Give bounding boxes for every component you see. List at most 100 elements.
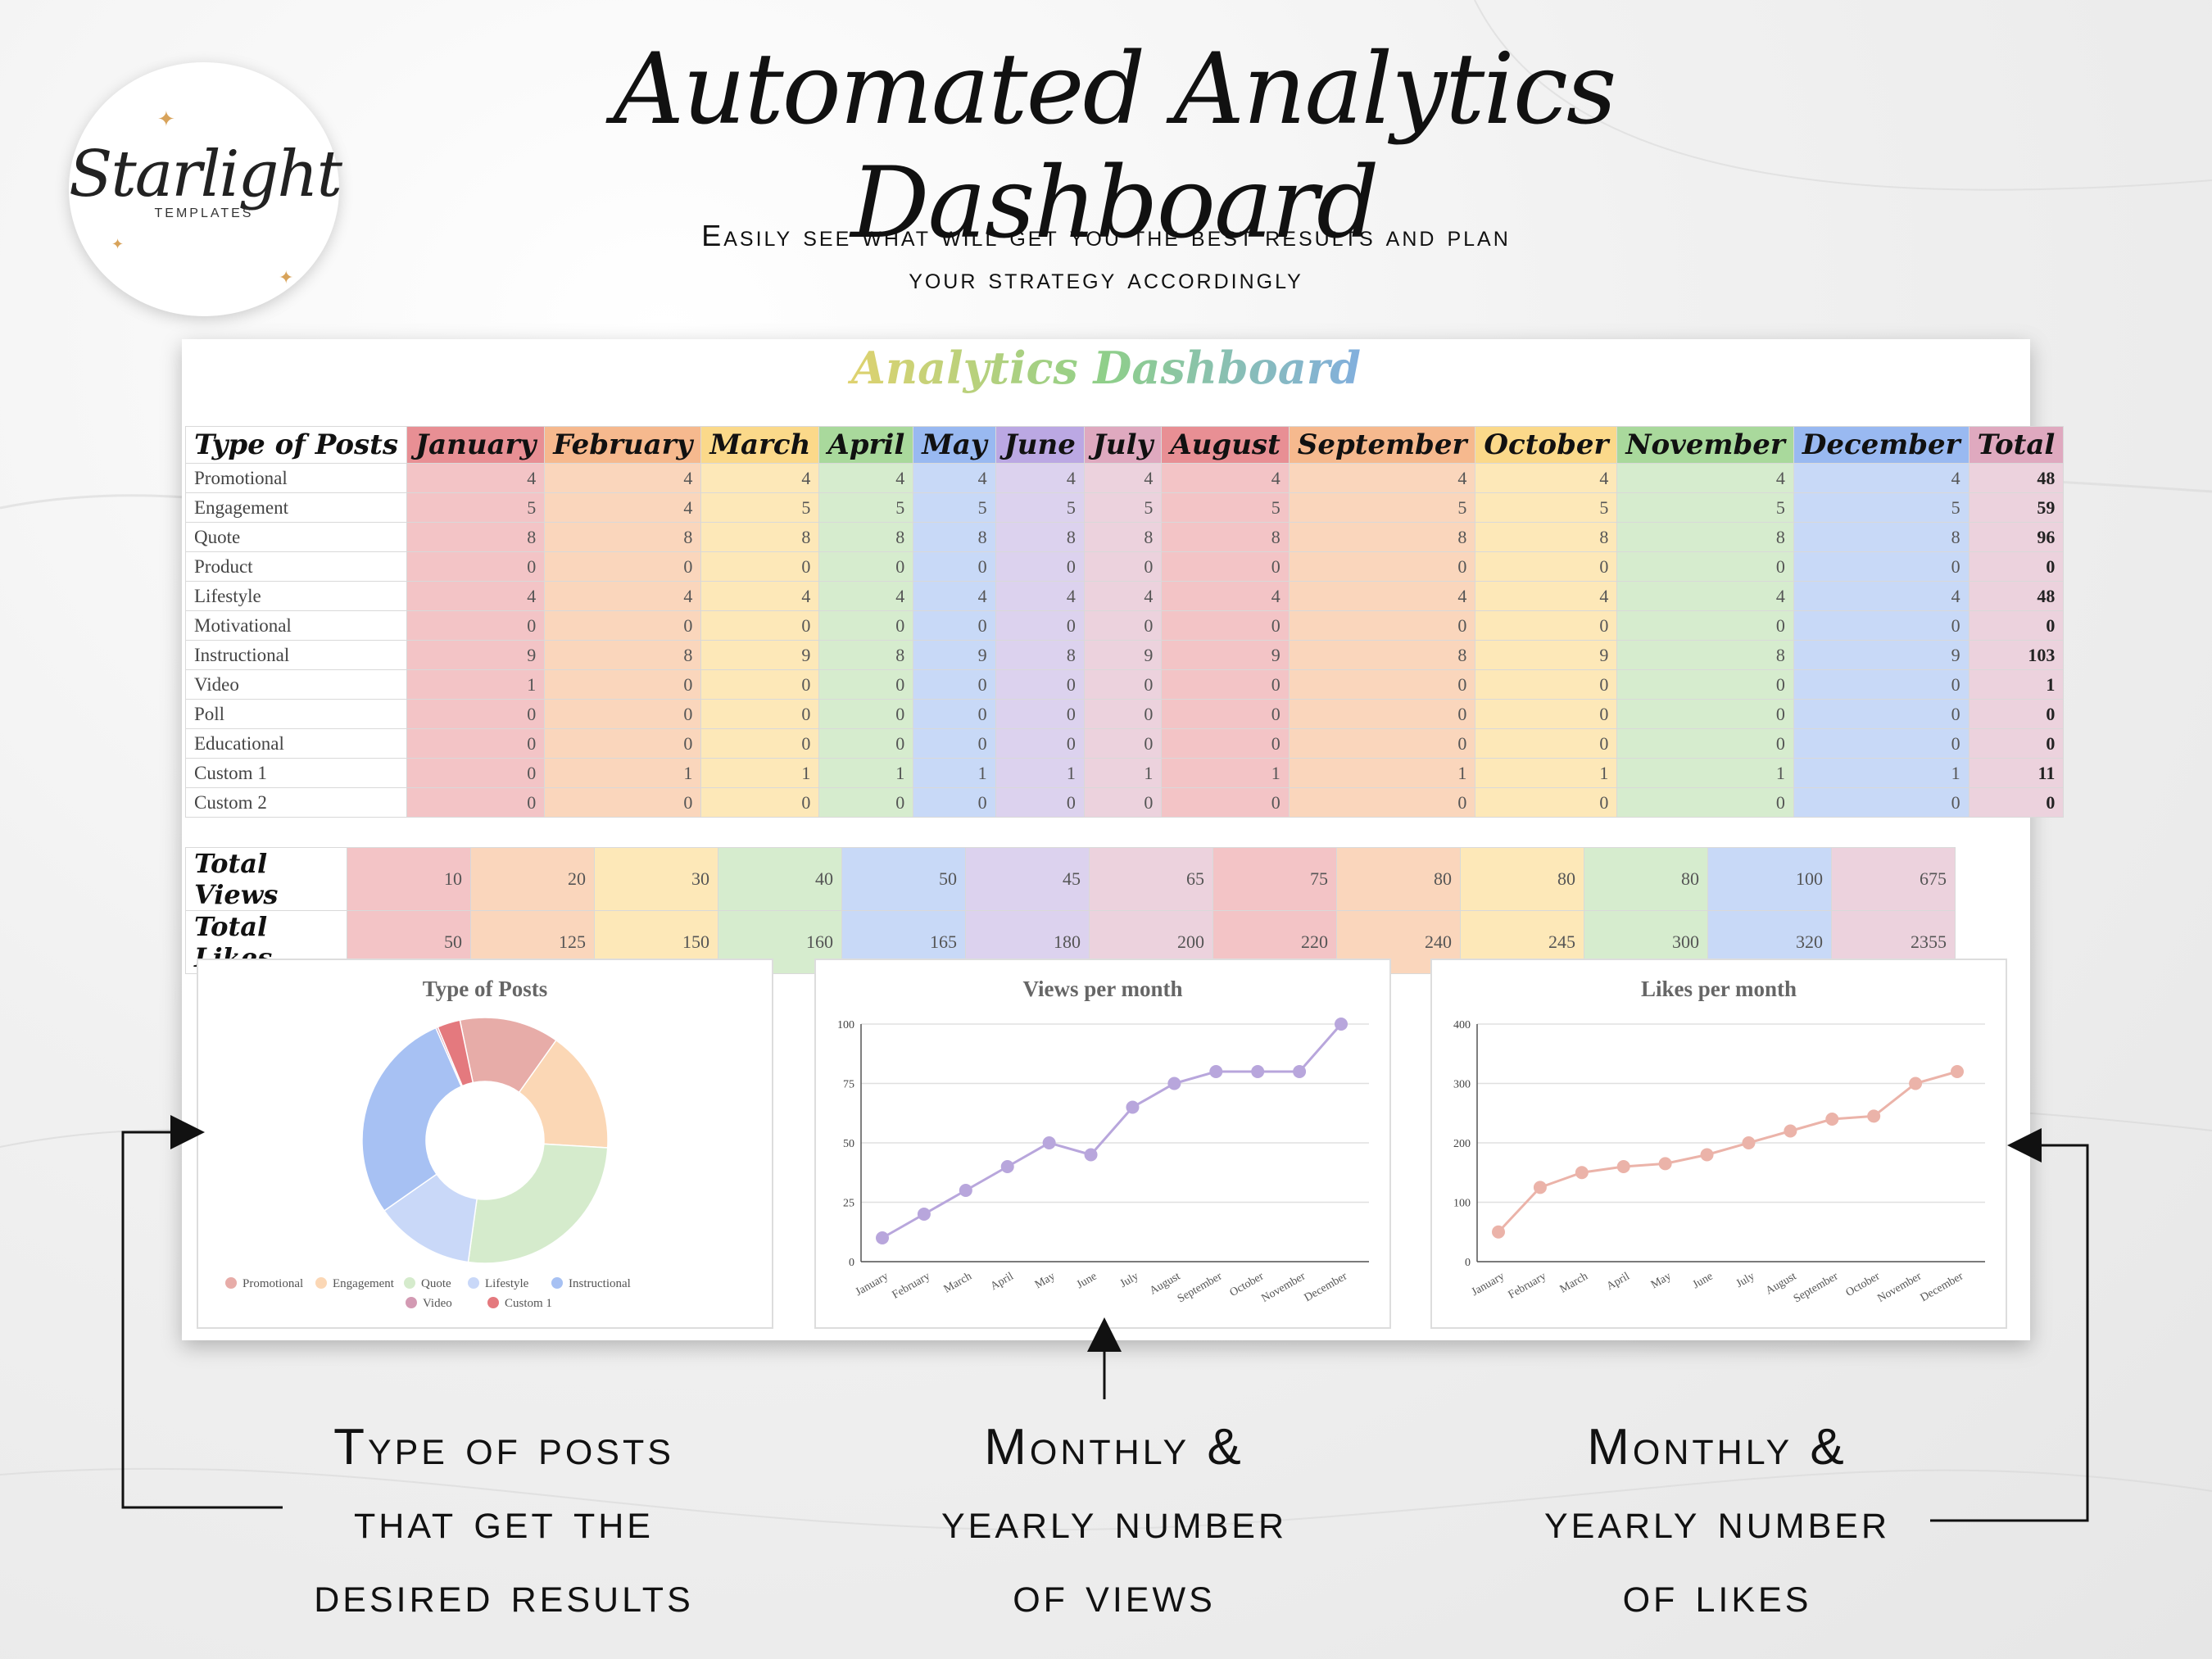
table-cell[interactable]: 1 xyxy=(1475,758,1618,788)
totals-cell[interactable]: 10 xyxy=(347,847,471,911)
table-cell[interactable]: 8 xyxy=(1616,522,1794,552)
table-cell[interactable]: 9 xyxy=(913,640,996,670)
pie-slice-quote[interactable] xyxy=(467,1143,609,1264)
table-cell[interactable]: 0 xyxy=(1616,699,1794,729)
totals-cell[interactable]: 80 xyxy=(1584,847,1708,911)
row-total[interactable]: 1 xyxy=(1968,669,2065,700)
table-cell[interactable]: 5 xyxy=(1288,492,1476,523)
table-cell[interactable]: 0 xyxy=(995,610,1085,641)
table-cell[interactable]: 4 xyxy=(1288,463,1476,493)
table-cell[interactable]: 5 xyxy=(818,492,914,523)
table-cell[interactable]: 4 xyxy=(995,463,1085,493)
table-cell[interactable]: 0 xyxy=(1161,728,1290,759)
table-cell[interactable]: 0 xyxy=(913,551,996,582)
table-cell[interactable]: 8 xyxy=(544,522,702,552)
data-point[interactable] xyxy=(1042,1136,1056,1149)
row-total[interactable]: 0 xyxy=(1968,699,2065,729)
table-cell[interactable]: 0 xyxy=(1083,787,1163,818)
totals-cell[interactable]: 45 xyxy=(965,847,1090,911)
table-cell[interactable]: 0 xyxy=(544,787,702,818)
table-cell[interactable]: 0 xyxy=(1288,787,1476,818)
table-cell[interactable]: 5 xyxy=(700,492,820,523)
table-cell[interactable]: 8 xyxy=(913,522,996,552)
totals-cell[interactable]: 50 xyxy=(841,847,966,911)
data-point[interactable] xyxy=(959,1184,972,1197)
table-cell[interactable]: 8 xyxy=(995,522,1085,552)
table-cell[interactable]: 8 xyxy=(1161,522,1290,552)
table-cell[interactable]: 0 xyxy=(406,758,546,788)
row-total[interactable]: 0 xyxy=(1968,787,2065,818)
table-cell[interactable]: 0 xyxy=(406,610,546,641)
data-point[interactable] xyxy=(1825,1113,1839,1126)
table-cell[interactable]: 0 xyxy=(913,787,996,818)
table-cell[interactable]: 0 xyxy=(1083,551,1163,582)
data-point[interactable] xyxy=(1492,1225,1505,1239)
row-total[interactable]: 0 xyxy=(1968,728,2065,759)
data-point[interactable] xyxy=(1575,1166,1589,1180)
table-cell[interactable]: 9 xyxy=(1475,640,1618,670)
row-total[interactable]: 103 xyxy=(1968,640,2065,670)
table-cell[interactable]: 1 xyxy=(818,758,914,788)
table-cell[interactable]: 0 xyxy=(1616,787,1794,818)
table-cell[interactable]: 0 xyxy=(406,728,546,759)
row-total[interactable]: 96 xyxy=(1968,522,2065,552)
table-cell[interactable]: 0 xyxy=(406,787,546,818)
table-cell[interactable]: 4 xyxy=(1161,581,1290,611)
table-cell[interactable]: 0 xyxy=(995,728,1085,759)
table-cell[interactable]: 8 xyxy=(700,522,820,552)
table-cell[interactable]: 0 xyxy=(1161,669,1290,700)
table-cell[interactable]: 0 xyxy=(1083,610,1163,641)
table-cell[interactable]: 0 xyxy=(1475,551,1618,582)
data-point[interactable] xyxy=(1867,1109,1881,1123)
table-cell[interactable]: 0 xyxy=(1161,787,1290,818)
row-total[interactable]: 48 xyxy=(1968,581,2065,611)
table-cell[interactable]: 4 xyxy=(995,581,1085,611)
table-cell[interactable]: 0 xyxy=(818,787,914,818)
table-cell[interactable]: 8 xyxy=(1475,522,1618,552)
table-cell[interactable]: 5 xyxy=(1616,492,1794,523)
table-cell[interactable]: 0 xyxy=(1475,728,1618,759)
table-cell[interactable]: 4 xyxy=(818,463,914,493)
table-cell[interactable]: 0 xyxy=(818,551,914,582)
data-point[interactable] xyxy=(1209,1065,1223,1078)
table-cell[interactable]: 5 xyxy=(1475,492,1618,523)
table-cell[interactable]: 4 xyxy=(1475,463,1618,493)
data-point[interactable] xyxy=(1909,1077,1923,1090)
table-cell[interactable]: 0 xyxy=(818,610,914,641)
table-cell[interactable]: 0 xyxy=(1475,787,1618,818)
table-cell[interactable]: 4 xyxy=(1161,463,1290,493)
table-cell[interactable]: 4 xyxy=(1083,463,1163,493)
table-cell[interactable]: 0 xyxy=(913,699,996,729)
table-cell[interactable]: 1 xyxy=(1161,758,1290,788)
table-cell[interactable]: 0 xyxy=(544,610,702,641)
totals-cell[interactable]: 100 xyxy=(1707,847,1832,911)
row-total[interactable]: 11 xyxy=(1968,758,2065,788)
table-cell[interactable]: 0 xyxy=(1288,551,1476,582)
table-cell[interactable]: 4 xyxy=(1475,581,1618,611)
table-cell[interactable]: 4 xyxy=(913,463,996,493)
table-cell[interactable]: 0 xyxy=(818,728,914,759)
table-cell[interactable]: 4 xyxy=(406,581,546,611)
table-cell[interactable]: 4 xyxy=(700,581,820,611)
table-cell[interactable]: 0 xyxy=(1083,728,1163,759)
table-cell[interactable]: 0 xyxy=(1288,728,1476,759)
totals-cell[interactable]: 40 xyxy=(718,847,842,911)
table-cell[interactable]: 1 xyxy=(700,758,820,788)
totals-cell[interactable]: 80 xyxy=(1336,847,1461,911)
table-cell[interactable]: 0 xyxy=(544,669,702,700)
table-cell[interactable]: 8 xyxy=(544,640,702,670)
table-cell[interactable]: 0 xyxy=(1616,669,1794,700)
table-cell[interactable]: 0 xyxy=(1793,699,1969,729)
totals-cell[interactable]: 65 xyxy=(1089,847,1213,911)
table-cell[interactable]: 0 xyxy=(1793,669,1969,700)
data-point[interactable] xyxy=(1533,1181,1547,1194)
table-cell[interactable]: 8 xyxy=(1288,640,1476,670)
table-cell[interactable]: 5 xyxy=(1161,492,1290,523)
table-cell[interactable]: 0 xyxy=(1161,610,1290,641)
table-cell[interactable]: 0 xyxy=(544,699,702,729)
data-point[interactable] xyxy=(1126,1100,1140,1114)
table-cell[interactable]: 8 xyxy=(1616,640,1794,670)
table-cell[interactable]: 4 xyxy=(1083,581,1163,611)
table-cell[interactable]: 0 xyxy=(544,728,702,759)
row-total[interactable]: 0 xyxy=(1968,551,2065,582)
